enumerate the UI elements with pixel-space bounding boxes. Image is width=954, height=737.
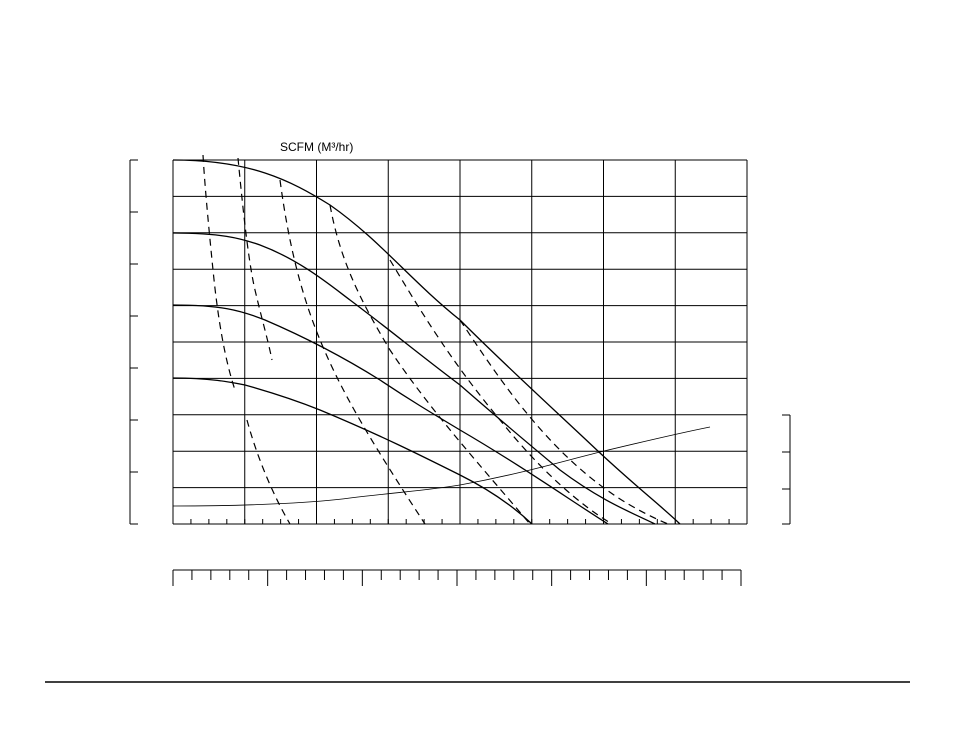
pump-curve <box>172 232 656 525</box>
grid <box>129 159 791 586</box>
efficiency-curve <box>246 419 291 525</box>
axis-label: SCFM (M³/hr) <box>280 140 353 154</box>
pump-curve <box>172 304 609 525</box>
pump-curves <box>172 159 711 525</box>
efficiency-curve <box>202 154 236 391</box>
efficiency-curve <box>279 179 426 525</box>
pump-curve <box>172 159 681 525</box>
pump-curve <box>172 377 533 525</box>
efficiency-curve <box>329 204 531 525</box>
efficiency-curves <box>202 154 669 525</box>
efficiency-curve <box>237 157 273 361</box>
system-curve <box>172 426 711 507</box>
efficiency-curve <box>389 259 613 525</box>
